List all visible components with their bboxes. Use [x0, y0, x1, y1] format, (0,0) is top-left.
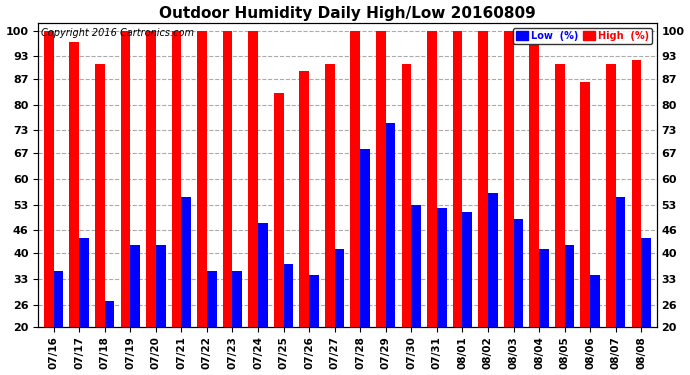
- Bar: [437, 208, 446, 327]
- Bar: [351, 30, 360, 327]
- Bar: [223, 30, 233, 327]
- Bar: [44, 30, 54, 327]
- Bar: [70, 42, 79, 327]
- Bar: [513, 219, 523, 327]
- Bar: [462, 212, 472, 327]
- Bar: [156, 245, 166, 327]
- Text: Copyright 2016 Cartronics.com: Copyright 2016 Cartronics.com: [41, 28, 195, 38]
- Bar: [555, 64, 564, 327]
- Bar: [504, 30, 513, 327]
- Title: Outdoor Humidity Daily High/Low 20160809: Outdoor Humidity Daily High/Low 20160809: [159, 6, 536, 21]
- Legend: Low  (%), High  (%): Low (%), High (%): [513, 28, 652, 44]
- Bar: [79, 238, 89, 327]
- Bar: [606, 64, 615, 327]
- Bar: [478, 30, 488, 327]
- Bar: [258, 223, 268, 327]
- Bar: [325, 64, 335, 327]
- Bar: [386, 123, 395, 327]
- Bar: [248, 30, 258, 327]
- Bar: [146, 30, 156, 327]
- Bar: [564, 245, 574, 327]
- Bar: [95, 64, 105, 327]
- Bar: [335, 249, 344, 327]
- Bar: [411, 204, 421, 327]
- Bar: [172, 30, 181, 327]
- Bar: [274, 93, 284, 327]
- Bar: [233, 271, 242, 327]
- Bar: [360, 149, 370, 327]
- Bar: [631, 60, 641, 327]
- Bar: [121, 30, 130, 327]
- Bar: [580, 82, 590, 327]
- Bar: [309, 275, 319, 327]
- Bar: [529, 45, 539, 327]
- Bar: [181, 197, 191, 327]
- Bar: [488, 194, 497, 327]
- Bar: [207, 271, 217, 327]
- Bar: [402, 64, 411, 327]
- Bar: [453, 30, 462, 327]
- Bar: [615, 197, 625, 327]
- Bar: [105, 301, 115, 327]
- Bar: [427, 30, 437, 327]
- Bar: [590, 275, 600, 327]
- Bar: [539, 249, 549, 327]
- Bar: [299, 71, 309, 327]
- Bar: [376, 30, 386, 327]
- Bar: [197, 30, 207, 327]
- Bar: [130, 245, 140, 327]
- Bar: [641, 238, 651, 327]
- Bar: [54, 271, 63, 327]
- Bar: [284, 264, 293, 327]
